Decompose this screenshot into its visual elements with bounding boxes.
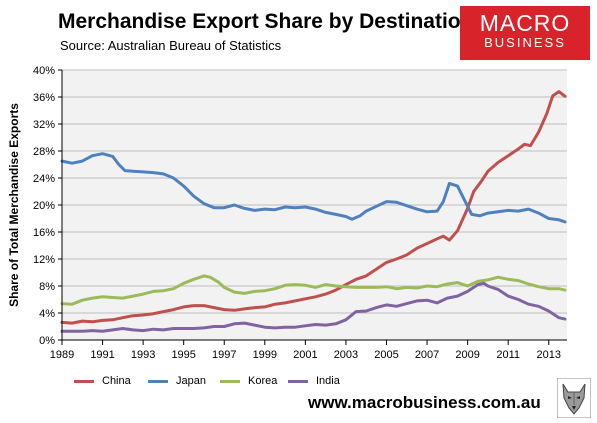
x-tick-label: 1997 [212, 349, 236, 361]
y-tick-label: 40% [33, 65, 55, 77]
y-tick-label: 32% [33, 119, 55, 131]
x-axis-ticks: 1989 1991 1993 1995 1997 1999 2001 2003 2005 2007… [50, 340, 561, 361]
legend-item-india: India [288, 375, 340, 387]
logo-line-1: MACRO [479, 10, 571, 36]
macrobusiness-logo[interactable]: MACRO BUSINESS [460, 6, 590, 60]
y-tick-label: 16% [33, 227, 55, 239]
legend-item-japan: Japan [148, 375, 206, 387]
x-tick-label: 2009 [455, 349, 479, 361]
legend-swatch-china [74, 379, 94, 383]
y-tick-label: 24% [33, 173, 55, 185]
logo-line-2: BUSINESS [484, 35, 566, 50]
series-line-india [60, 281, 567, 333]
y-tick-label: 8% [39, 281, 55, 293]
y-tick-label: 4% [39, 308, 55, 320]
series-line-china [60, 90, 567, 325]
y-tick-label: 28% [33, 146, 55, 158]
x-tick-label: 2013 [537, 349, 561, 361]
x-tick-label: 2003 [334, 349, 358, 361]
website-link[interactable]: www.macrobusiness.com.au [308, 393, 541, 412]
y-tick-label: 0% [39, 335, 55, 347]
legend-swatch-japan [148, 379, 168, 383]
gridlines [62, 69, 567, 314]
x-tick-label: 1991 [90, 349, 114, 361]
x-tick-label: 2005 [374, 349, 398, 361]
x-tick-label: 1999 [253, 349, 277, 361]
y-axis-ticks: 0% 4% 8% 12% 16% 20% 24% 28% 32% 36% 40% [33, 65, 62, 347]
chart-title: Merchandise Export Share by Destination [58, 10, 474, 33]
legend-swatch-korea [220, 379, 240, 383]
wolf-icon [557, 378, 591, 418]
y-tick-label: 36% [33, 92, 55, 104]
x-tick-label: 1995 [171, 349, 195, 361]
legend-item-china: China [74, 375, 131, 387]
legend-swatch-india [288, 379, 308, 383]
x-tick-label: 1993 [131, 349, 155, 361]
series-line-korea [60, 274, 567, 306]
x-tick-label: 2011 [496, 349, 520, 361]
legend-label-china: China [102, 375, 131, 387]
series-lines [60, 90, 567, 333]
y-tick-label: 20% [33, 200, 55, 212]
legend-label-korea: Korea [248, 375, 278, 387]
legend-item-korea: Korea [220, 375, 277, 387]
legend-label-japan: Japan [176, 375, 206, 387]
x-tick-label: 2007 [415, 349, 439, 361]
x-tick-label: 2001 [293, 349, 317, 361]
chart-subtitle: Source: Australian Bureau of Statistics [60, 38, 282, 53]
x-tick-label: 1989 [50, 349, 74, 361]
series-line-japan [60, 152, 567, 224]
legend-label-india: India [316, 375, 340, 387]
y-tick-label: 12% [33, 254, 55, 266]
y-axis-label: Share of Total Merchandise Exports [7, 103, 21, 307]
